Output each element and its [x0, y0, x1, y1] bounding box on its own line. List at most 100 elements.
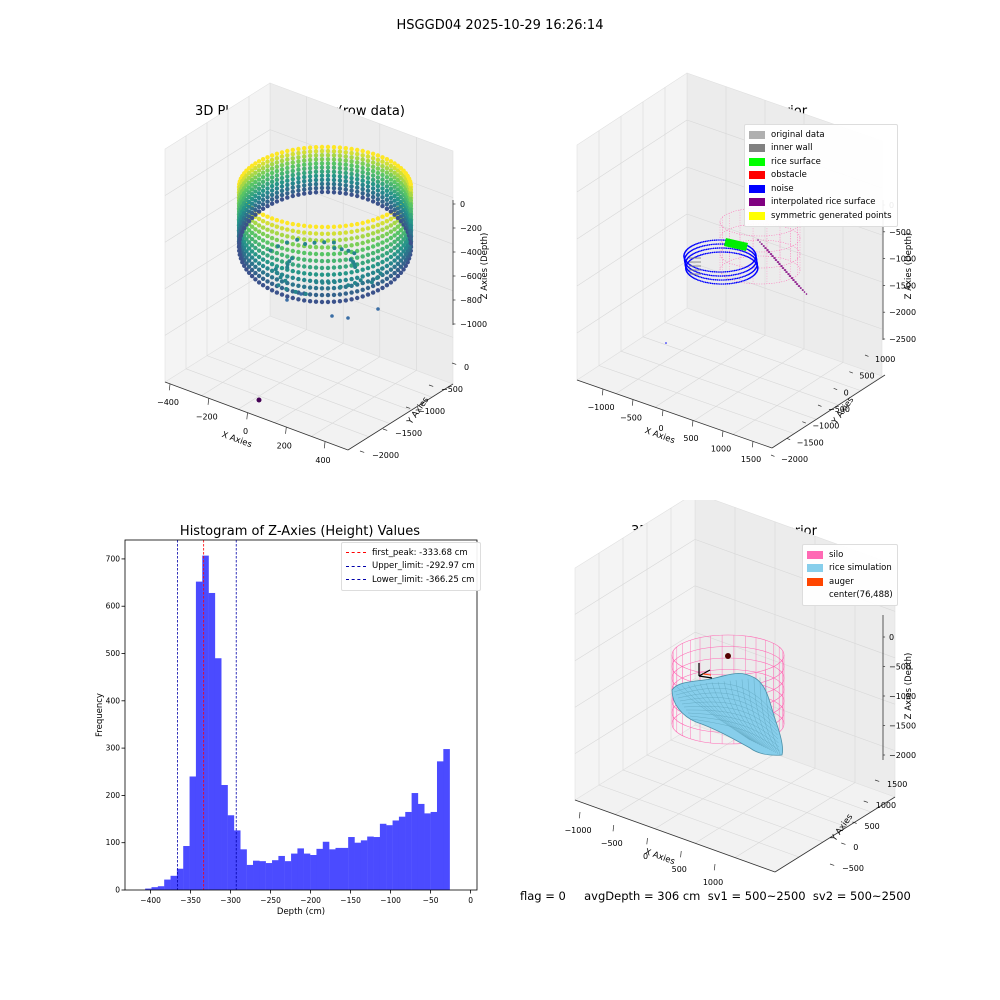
data-point [265, 253, 270, 258]
data-point [253, 184, 258, 189]
wall-point [699, 269, 701, 271]
data-point [360, 170, 365, 175]
noise-point [742, 254, 744, 256]
legend-swatch [749, 130, 765, 139]
data-point [253, 203, 258, 208]
data-point [253, 175, 258, 180]
grid-line [615, 321, 727, 394]
noise-point [696, 242, 699, 245]
noise-point [706, 270, 708, 272]
data-point [360, 220, 365, 226]
wall-point [697, 269, 699, 271]
data-point [380, 285, 385, 291]
grid-line [694, 631, 896, 705]
noise-point [733, 248, 735, 250]
tick-label: −2000 [781, 455, 808, 464]
data-point [287, 259, 292, 264]
data-point [253, 239, 258, 244]
data-point [290, 181, 295, 186]
noise-point [704, 248, 706, 251]
simulation-3d-plot: −1000 −500 0 500 1000 X Axies 1500 1000 500 0 −500… [564, 500, 916, 887]
histogram-bar [367, 836, 374, 890]
noise-point [701, 241, 703, 243]
interp-point [778, 263, 780, 265]
data-point [279, 150, 285, 155]
data-point [269, 235, 275, 241]
noise-point [696, 267, 699, 270]
wall-point [689, 257, 691, 259]
tick-label: −1500 [889, 281, 916, 290]
data-point [246, 166, 252, 171]
data-point [237, 237, 242, 242]
noise-point [702, 269, 705, 272]
tick-mark [863, 800, 869, 803]
tick-mark [246, 412, 248, 420]
data-point [256, 172, 262, 178]
data-point [331, 240, 336, 245]
data-point [269, 179, 275, 184]
data-point [307, 186, 313, 191]
data-point [380, 199, 385, 204]
data-point [331, 161, 337, 166]
data-point [265, 227, 270, 232]
data-point [355, 168, 360, 174]
data-point [352, 251, 357, 256]
data-point [401, 243, 406, 248]
interp-point [785, 271, 787, 273]
data-point [249, 206, 255, 211]
histogram-bar [392, 820, 400, 890]
data-point [398, 234, 404, 239]
noise-point [728, 282, 731, 285]
data-point [388, 235, 394, 241]
legend-swatch [749, 198, 765, 207]
data-point [360, 294, 365, 299]
data-point [331, 157, 337, 162]
noise-point [711, 270, 714, 273]
noise-point [714, 275, 716, 277]
noise-point [701, 245, 704, 247]
data-point [249, 196, 255, 202]
data-point [349, 297, 354, 302]
data-point [296, 184, 301, 189]
data-point [319, 189, 325, 195]
noise-point [704, 240, 707, 243]
data-point [279, 252, 285, 257]
interp-point [773, 257, 775, 259]
noise-point [745, 255, 747, 257]
data-point [346, 316, 350, 320]
tick-label: −200 [460, 224, 482, 233]
noise-point [701, 269, 703, 271]
data-point [296, 175, 301, 181]
data-point [285, 161, 290, 166]
data-point [320, 280, 325, 285]
noise-point [697, 246, 699, 249]
data-point [392, 239, 397, 244]
legend-line-swatch [346, 565, 366, 567]
noise-point [665, 342, 667, 344]
noise-point [747, 265, 749, 267]
interp-point [794, 281, 796, 283]
data-point [326, 280, 331, 285]
data-point [274, 160, 280, 165]
data-point [313, 153, 319, 158]
data-point [253, 227, 258, 232]
data-point [384, 179, 390, 184]
data-point [325, 181, 331, 187]
data-point [256, 200, 262, 205]
data-point [388, 186, 394, 191]
grid-line [732, 362, 844, 435]
data-point [401, 231, 406, 236]
histogram-bar [360, 840, 368, 890]
data-point [388, 163, 394, 169]
noise-point [732, 274, 735, 276]
data-point [398, 252, 404, 257]
tick-label: 0 [464, 363, 469, 372]
noise-point [711, 282, 714, 285]
data-point [319, 153, 325, 158]
legend-swatch [749, 171, 765, 180]
data-point [302, 150, 307, 155]
data-point [296, 167, 301, 172]
data-point [290, 221, 295, 227]
data-point [249, 201, 255, 206]
